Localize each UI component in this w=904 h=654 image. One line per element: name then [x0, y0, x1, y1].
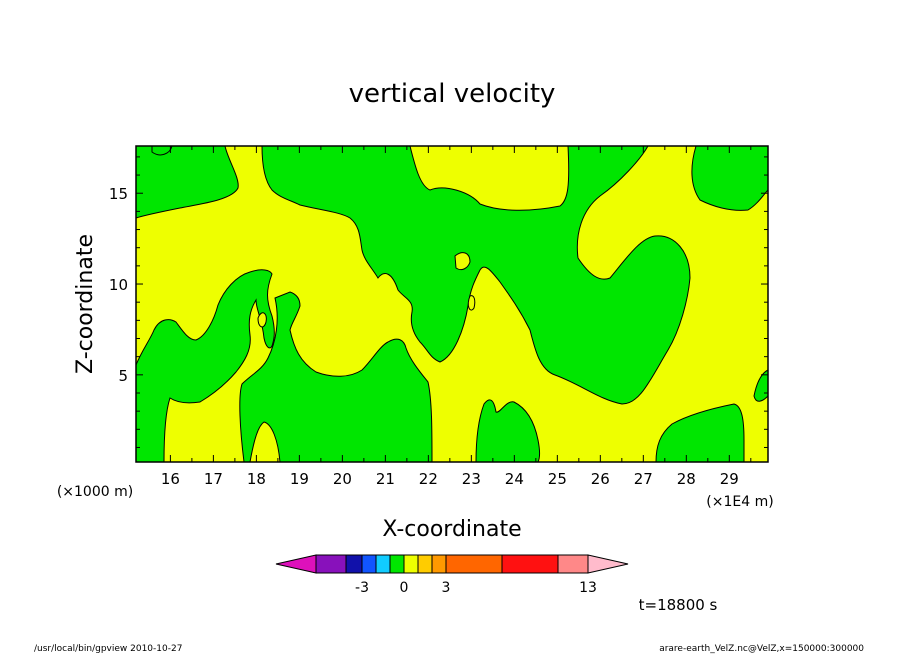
colorbar-swatch: [403, 554, 419, 574]
negative-regions: [135, 145, 769, 463]
colorbar: -3 0 3 13: [275, 554, 629, 596]
plot-frame: [135, 145, 769, 463]
colorbar-label: 0: [400, 580, 409, 596]
colorbar-swatch: [431, 554, 447, 574]
plot-area: [135, 145, 769, 463]
x-tick-label: 23: [462, 470, 481, 488]
negative-region: [135, 145, 239, 219]
colorbar-swatch: [275, 554, 317, 574]
y-tick-label: 15: [109, 185, 128, 203]
x-tick-label: 26: [591, 470, 610, 488]
time-label: t=18800 s: [639, 596, 718, 614]
x-tick-label: 22: [419, 470, 438, 488]
x-axis: 16 17 18 19 20 21 22 23 24 25 26 27 28 29: [161, 146, 752, 488]
negative-region: [655, 403, 745, 463]
negative-region: [135, 269, 275, 463]
colorbar-swatch: [361, 554, 377, 574]
x-tick-label: 28: [677, 470, 696, 488]
x-tick-label: 29: [720, 470, 739, 488]
x-tick-label: 20: [333, 470, 352, 488]
positive-region: [454, 252, 471, 271]
colorbar-swatch: [557, 554, 589, 574]
colorbar-swatch: [501, 554, 559, 574]
chart-title: vertical velocity: [349, 79, 556, 109]
x-tick-label: 27: [634, 470, 653, 488]
colorbar-swatch: [315, 554, 347, 574]
x-tick-label: 25: [548, 470, 567, 488]
positive-region: [467, 295, 476, 311]
x-tick-label: 19: [290, 470, 309, 488]
y-tick-label: 5: [118, 367, 128, 385]
x-unit-left: (×1000 m): [57, 484, 133, 500]
colorbar-swatch: [445, 554, 503, 574]
x-unit-right: (×1E4 m): [706, 494, 773, 510]
negative-region: [475, 399, 540, 463]
colorbar-swatch: [417, 554, 433, 574]
positive-region: [257, 312, 267, 328]
footer-right: arare-earth_VelZ.nc@VelZ,x=150000:300000: [659, 644, 864, 654]
colorbar-label: 13: [579, 580, 597, 596]
footer-left: /usr/local/bin/gpview 2010-10-27: [34, 644, 182, 654]
x-tick-label: 16: [161, 470, 180, 488]
colorbar-label: -3: [355, 580, 369, 596]
x-tick-label: 17: [204, 470, 223, 488]
y-axis-label: Z-coordinate: [73, 234, 98, 374]
colorbar-label: 3: [442, 580, 451, 596]
colorbar-swatch: [345, 554, 363, 574]
colorbar-swatch: [375, 554, 391, 574]
y-tick-label: 10: [109, 276, 128, 294]
negative-region: [239, 291, 433, 463]
colorbar-swatch: [587, 554, 629, 574]
x-tick-label: 18: [247, 470, 266, 488]
x-tick-label: 21: [376, 470, 395, 488]
x-axis-label: X-coordinate: [382, 517, 521, 542]
negative-region: [691, 145, 769, 211]
y-axis: 5 10 15: [109, 156, 768, 448]
x-tick-label: 24: [505, 470, 524, 488]
colorbar-swatch: [389, 554, 405, 574]
